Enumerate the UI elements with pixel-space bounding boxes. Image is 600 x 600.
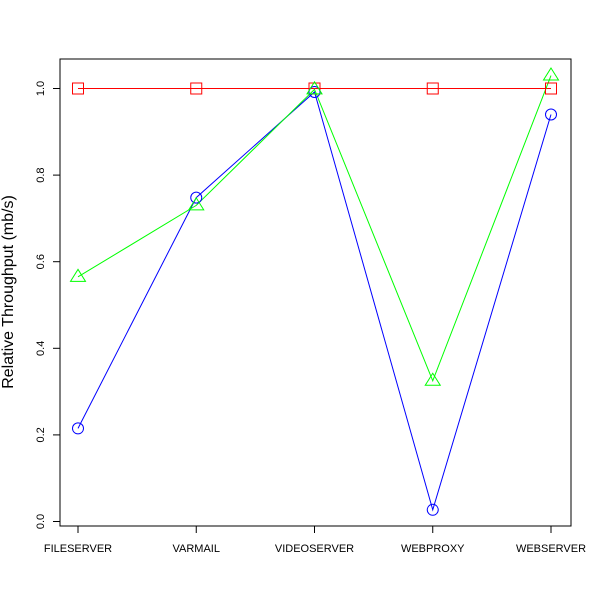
- y-axis-title: Relative Throughput (mb/s): [0, 195, 17, 389]
- series-1-point: [426, 82, 439, 95]
- series-2-line: [77, 91, 552, 512]
- series-1-point: [72, 82, 84, 95]
- x-tick-label: VIDEOSERVER: [275, 543, 354, 555]
- x-tick-label: FILESERVER: [44, 543, 112, 555]
- x-tick-label: VARMAIL: [173, 543, 220, 555]
- chart-markers: [69, 67, 560, 516]
- series-3-point: [69, 268, 87, 282]
- series-1-point: [545, 82, 557, 95]
- series-3-point: [424, 372, 442, 386]
- series-2-point: [72, 422, 84, 435]
- series-3-point: [187, 196, 205, 211]
- y-axis: 0.0 0.2 0.4 0.6 0.8 1.0: [35, 81, 61, 529]
- y-tick-label: 0.4: [35, 341, 47, 356]
- y-tick-label: 0.0: [35, 514, 47, 529]
- series-1-point: [190, 82, 203, 95]
- y-tick-label: 0.8: [35, 167, 47, 182]
- series-2-point: [190, 191, 203, 204]
- x-axis: FILESERVER VARMAIL VIDEOSERVER WEBPROXY WEBS…: [44, 525, 586, 555]
- plot-frame: [59, 58, 572, 527]
- y-tick-label: 0.6: [35, 254, 47, 269]
- x-tick-label: WEBPROXY: [401, 543, 465, 555]
- series-2-point: [545, 108, 557, 121]
- y-tick-label: 1.0: [35, 81, 47, 96]
- series-2-point: [426, 503, 439, 516]
- series-3-point: [542, 67, 560, 81]
- y-tick-label: 0.2: [35, 427, 47, 442]
- series-3-line: [77, 75, 552, 383]
- series-2-point: [308, 85, 321, 98]
- series-3-point: [306, 80, 323, 95]
- chart-lines: [77, 75, 552, 512]
- x-tick-label: WEBSERVER: [516, 543, 586, 555]
